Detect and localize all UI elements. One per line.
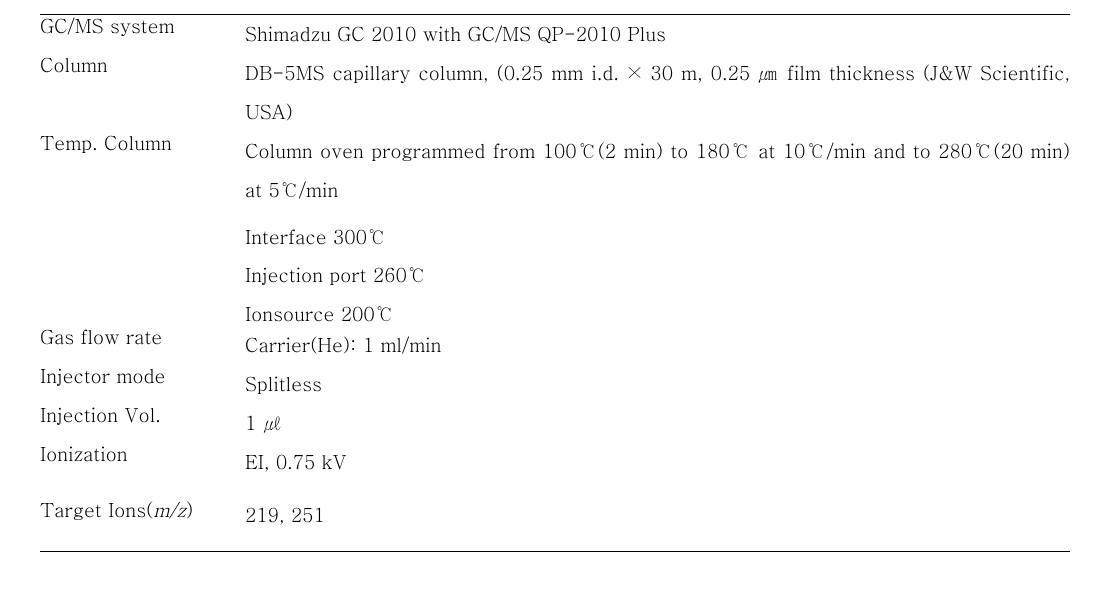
table-row: Gas flow rate Carrier(He): 1 ml/min [40, 326, 1070, 365]
row-label: Gas flow rate [40, 326, 245, 365]
temp-column-main: Column oven programmed from 100℃(2 min) … [245, 137, 1070, 203]
row-value: Splitless [245, 365, 1070, 404]
table-row: Column DB-5MS capillary column, (0.25 mm… [40, 54, 1070, 132]
gc-ms-parameters-table: GC/MS system Shimadzu GC 2010 with GC/MS… [40, 14, 1070, 552]
row-value: 219, 251 [245, 482, 1070, 551]
row-label: Target Ions(m/z) [40, 482, 245, 551]
row-value: 1 ㎕ [245, 404, 1070, 443]
row-value: EI, 0.75 kV [245, 443, 1070, 482]
temp-column-sub: Ionsource 200℃ [245, 303, 1070, 326]
target-ions-label-post: ) [186, 496, 193, 523]
target-ions-label-pre: Target Ions( [40, 496, 153, 523]
table-row: GC/MS system Shimadzu GC 2010 with GC/MS… [40, 15, 1070, 54]
row-label: Ionization [40, 443, 245, 482]
row-label: Temp. Column [40, 132, 245, 326]
row-value: DB-5MS capillary column, (0.25 mm i.d. ×… [245, 54, 1070, 132]
row-value: Shimadzu GC 2010 with GC/MS QP-2010 Plus [245, 15, 1070, 54]
table-row: Ionization EI, 0.75 kV [40, 443, 1070, 482]
temp-column-sub: Interface 300℃ [245, 226, 1070, 249]
row-label: Injection Vol. [40, 404, 245, 443]
table-row: Injection Vol. 1 ㎕ [40, 404, 1070, 443]
row-value: Carrier(He): 1 ml/min [245, 326, 1070, 365]
row-label: Injector mode [40, 365, 245, 404]
table-row: Injector mode Splitless [40, 365, 1070, 404]
target-ions-label-mz: m/z [153, 496, 186, 523]
row-label: Column [40, 54, 245, 132]
temp-column-sub: Injection port 260℃ [245, 264, 1070, 287]
row-value: Column oven programmed from 100℃(2 min) … [245, 132, 1070, 326]
table-row: Target Ions(m/z) 219, 251 [40, 482, 1070, 551]
row-label: GC/MS system [40, 15, 245, 54]
table-row: Temp. Column Column oven programmed from… [40, 132, 1070, 326]
